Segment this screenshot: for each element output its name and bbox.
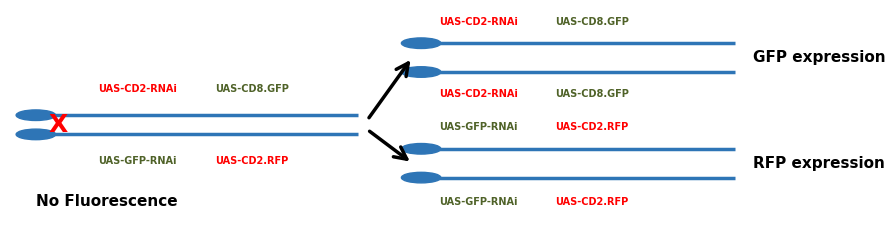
Text: UAS-CD2-RNAi: UAS-CD2-RNAi bbox=[99, 84, 177, 94]
Circle shape bbox=[16, 129, 56, 140]
Text: UAS-CD2.RFP: UAS-CD2.RFP bbox=[556, 122, 629, 132]
Text: UAS-GFP-RNAi: UAS-GFP-RNAi bbox=[99, 156, 177, 166]
Text: UAS-CD2-RNAi: UAS-CD2-RNAi bbox=[439, 17, 518, 27]
Text: UAS-CD8.GFP: UAS-CD8.GFP bbox=[556, 17, 629, 27]
Text: UAS-CD8.GFP: UAS-CD8.GFP bbox=[215, 84, 289, 94]
Text: UAS-CD2.RFP: UAS-CD2.RFP bbox=[556, 197, 629, 207]
Circle shape bbox=[401, 67, 441, 77]
Text: No Fluorescence: No Fluorescence bbox=[36, 194, 177, 209]
Circle shape bbox=[16, 110, 56, 120]
Text: UAS-CD8.GFP: UAS-CD8.GFP bbox=[556, 89, 629, 99]
Text: UAS-CD2.RFP: UAS-CD2.RFP bbox=[215, 156, 289, 166]
Text: GFP expression: GFP expression bbox=[753, 50, 885, 65]
Circle shape bbox=[401, 172, 441, 183]
Circle shape bbox=[401, 38, 441, 48]
Text: UAS-GFP-RNAi: UAS-GFP-RNAi bbox=[439, 122, 518, 132]
Text: UAS-CD2-RNAi: UAS-CD2-RNAi bbox=[439, 89, 518, 99]
Text: RFP expression: RFP expression bbox=[753, 156, 884, 171]
Circle shape bbox=[401, 144, 441, 154]
Text: X: X bbox=[48, 113, 68, 137]
Text: UAS-GFP-RNAi: UAS-GFP-RNAi bbox=[439, 197, 518, 207]
